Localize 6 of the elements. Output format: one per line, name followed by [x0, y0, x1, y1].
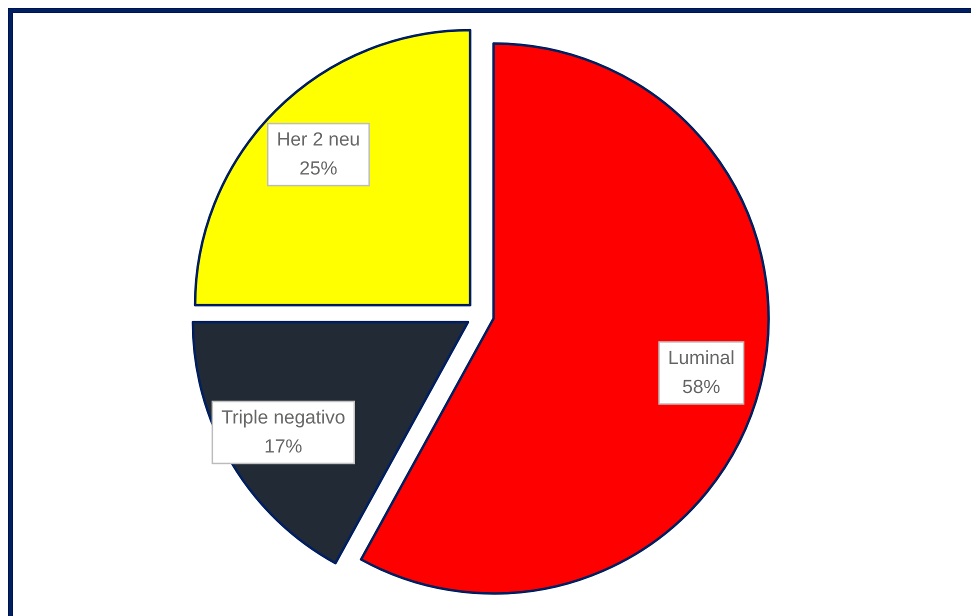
slice-label: Her 2 neu	[276, 130, 360, 151]
data-label: 25%	[299, 158, 338, 180]
data-label: 58%	[682, 376, 720, 398]
slice-label: Luminal	[668, 348, 735, 369]
data-label: 17%	[264, 436, 302, 458]
slice-label: Triple negativo	[221, 407, 346, 428]
